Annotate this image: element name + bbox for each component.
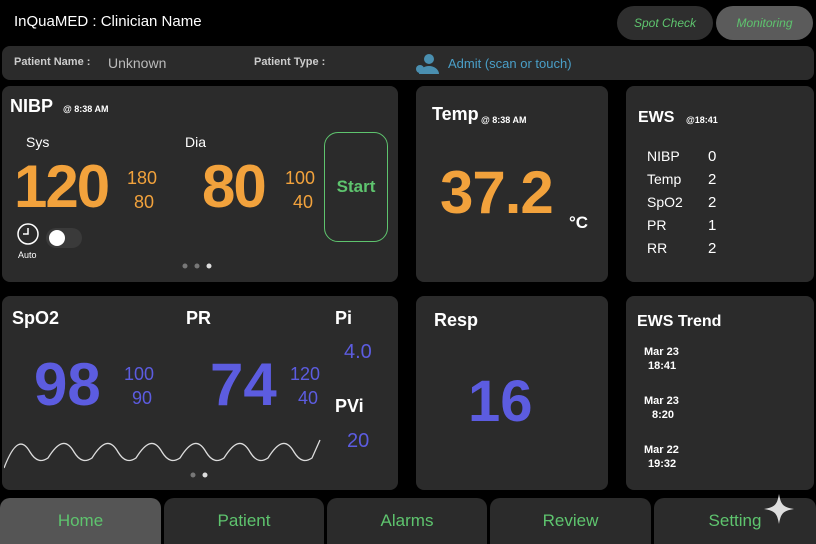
sparkle-icon	[764, 494, 794, 524]
nav-tab[interactable]: Setting	[654, 498, 816, 544]
pleth-waveform	[4, 439, 321, 469]
trend-time: 19:32	[648, 458, 677, 470]
nibp-time: @ 8:38 AM	[63, 104, 109, 114]
nav-tab[interactable]: Home	[0, 498, 161, 544]
trend-date: Mar 23	[644, 395, 679, 407]
ews-param: Temp	[647, 171, 682, 187]
pr-value: 74	[210, 351, 277, 418]
pr-high: 120	[290, 364, 321, 384]
pvi-value: 20	[347, 430, 370, 452]
monitoring-button[interactable]: Monitoring	[716, 6, 813, 40]
temp-value: 37.2	[440, 159, 554, 226]
app-title: InQuaMED : Clinician Name	[14, 13, 202, 30]
dia-value: 80	[202, 153, 267, 220]
type-label: Patient Type :	[254, 56, 326, 68]
resp-value: 16	[468, 369, 533, 434]
name-label: Patient Name :	[14, 56, 91, 68]
page-dots	[190, 472, 208, 478]
ews-panel	[626, 86, 814, 282]
nav-tab[interactable]: Alarms	[327, 498, 487, 544]
pr-low: 40	[298, 388, 319, 408]
ews-score: 2	[708, 240, 717, 257]
dia-high: 100	[285, 168, 316, 188]
ews-trend-panel	[626, 296, 814, 490]
nibp-panel	[2, 86, 398, 282]
trend-time: 8:20	[652, 409, 675, 421]
dia-label: Dia	[185, 134, 207, 150]
spo2-high: 100	[124, 364, 155, 384]
trend-time: 18:41	[648, 360, 677, 372]
ews-score: 1	[708, 217, 717, 234]
pvi-title: PVi	[335, 396, 364, 416]
ews-score: 0	[708, 148, 717, 165]
trend-date: Mar 22	[644, 444, 679, 456]
spo2-value: 98	[34, 351, 101, 418]
nav-tab[interactable]: Review	[490, 498, 651, 544]
admit-button[interactable]: Admit (scan or touch)	[448, 56, 572, 71]
pr-title: PR	[186, 308, 212, 328]
trend-date: Mar 23	[644, 346, 679, 358]
ews-param: RR	[647, 240, 668, 256]
dia-low: 40	[293, 192, 314, 212]
patient-bar	[2, 46, 814, 80]
spo2-low: 90	[132, 388, 153, 408]
ews-param: PR	[647, 217, 667, 233]
sys-low: 80	[134, 192, 155, 212]
nibp-title: NIBP	[10, 96, 54, 116]
auto-controls	[17, 223, 82, 248]
temp-title: Temp	[432, 104, 479, 124]
resp-panel	[416, 296, 608, 490]
spo2-title: SpO2	[12, 308, 60, 328]
nav-tab[interactable]: Patient	[164, 498, 324, 544]
ews-trend-title: EWS Trend	[637, 313, 722, 330]
spo2-panel	[2, 296, 398, 490]
sys-value: 120	[14, 153, 110, 220]
temp-panel	[416, 86, 608, 282]
resp-title: Resp	[434, 310, 479, 330]
ews-param: SpO2	[647, 194, 683, 210]
pi-title: Pi	[335, 308, 353, 328]
admit-icon	[416, 54, 439, 74]
ews-title: EWS	[638, 109, 675, 126]
auto-label: Auto	[18, 250, 37, 260]
spot-check-button[interactable]: Spot Check	[617, 6, 713, 40]
patient-name: Unknown	[108, 55, 167, 71]
ews-time: @18:41	[686, 115, 718, 125]
sys-high: 180	[127, 168, 158, 188]
temp-time: @ 8:38 AM	[481, 115, 527, 125]
ews-param: NIBP	[647, 148, 680, 164]
pi-value: 4.0	[344, 341, 372, 363]
sys-label: Sys	[26, 134, 50, 150]
ews-score: 2	[708, 194, 717, 211]
start-button[interactable]: Start	[324, 132, 388, 242]
page-dots	[182, 263, 212, 269]
ews-score: 2	[708, 171, 717, 188]
temp-unit: °C	[569, 213, 589, 232]
